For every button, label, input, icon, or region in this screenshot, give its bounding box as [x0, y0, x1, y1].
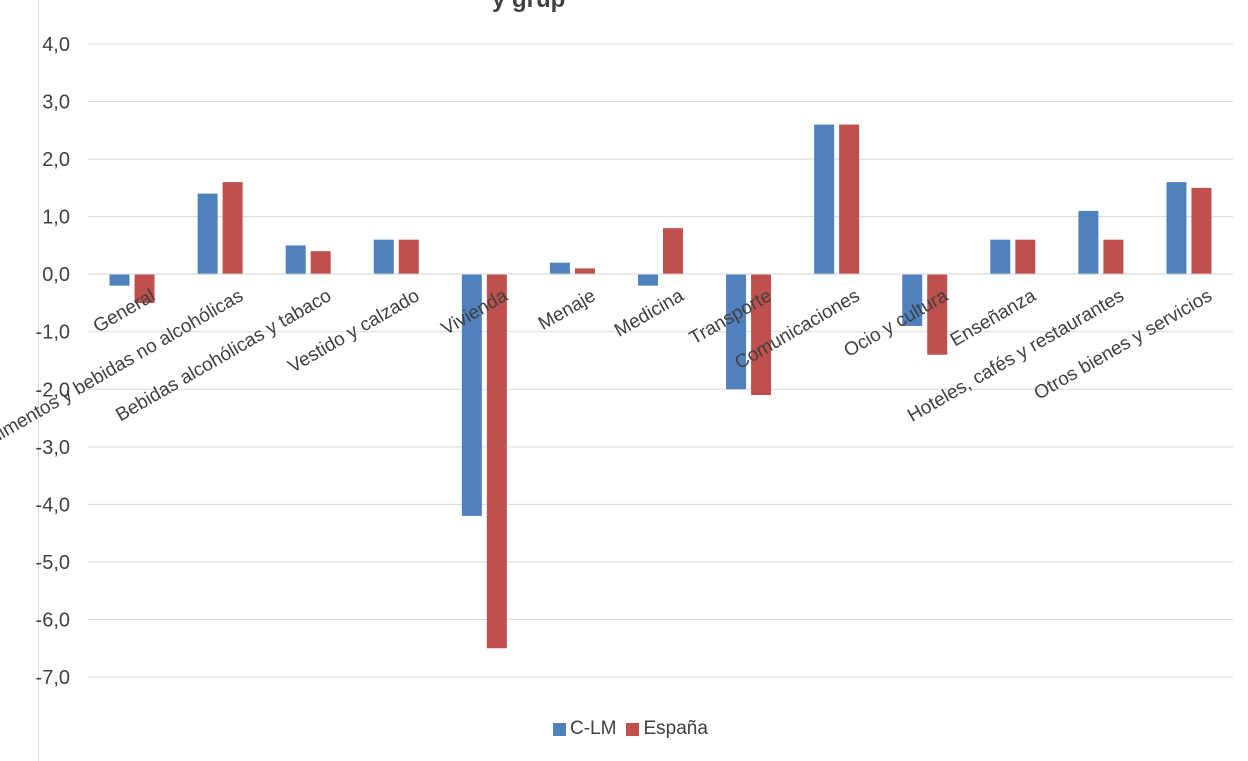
y-tick-label: -5,0: [36, 552, 70, 574]
y-tick-label: -7,0: [36, 667, 70, 689]
y-tick-label: 3,0: [42, 92, 70, 114]
bar-clm: [285, 245, 306, 275]
y-tick-label: 1,0: [42, 207, 70, 229]
bar-clm: [726, 274, 747, 390]
x-tick-label: Menaje: [535, 285, 599, 334]
bar-clm: [814, 124, 835, 275]
bar-clm: [1078, 210, 1099, 275]
bar-espana: [1191, 187, 1212, 275]
x-tick-label: General: [90, 285, 159, 337]
bar-espana: [310, 251, 331, 275]
y-tick-label: 2,0: [42, 149, 70, 171]
bar-espana: [1103, 239, 1124, 275]
bar-clm: [197, 193, 218, 275]
bar-espana: [486, 274, 507, 649]
bar-clm: [549, 262, 570, 275]
y-tick-label: -2,0: [36, 379, 70, 401]
legend-item-clm: C-LM: [553, 718, 616, 740]
legend-label-clm: C-LM: [570, 718, 617, 739]
legend-item-espana: España: [626, 718, 708, 740]
chart-frame: [38, 0, 1248, 761]
chart-title: y grup: [492, 0, 565, 14]
y-tick-label: -6,0: [36, 609, 70, 631]
bar-espana: [927, 274, 948, 355]
bar-espana: [222, 182, 243, 275]
bar-clm: [902, 274, 923, 326]
legend: C-LM España: [553, 718, 718, 740]
legend-swatch-espana: [626, 722, 640, 736]
bar-clm: [461, 274, 482, 516]
bar-clm: [373, 239, 394, 275]
legend-label-espana: España: [643, 718, 708, 739]
x-tick-label: Medicina: [611, 285, 688, 341]
bar-espana: [574, 268, 595, 275]
bar-clm: [1166, 182, 1187, 275]
bar-clm: [638, 274, 658, 286]
bar-clm: [990, 239, 1011, 275]
bar-espana: [839, 124, 860, 275]
bar-espana: [134, 274, 155, 303]
y-tick-label: -3,0: [36, 437, 70, 459]
y-tick-label: -4,0: [36, 494, 70, 516]
y-tick-label: 0,0: [42, 264, 70, 286]
bar-espana: [1015, 239, 1036, 275]
y-tick-label: -1,0: [36, 322, 70, 344]
bar-clm: [109, 274, 130, 286]
bar-espana: [751, 274, 772, 396]
bar-espana: [398, 239, 419, 275]
y-tick-label: 4,0: [42, 34, 70, 56]
bar-espana: [663, 228, 683, 275]
legend-swatch-clm: [553, 722, 566, 736]
